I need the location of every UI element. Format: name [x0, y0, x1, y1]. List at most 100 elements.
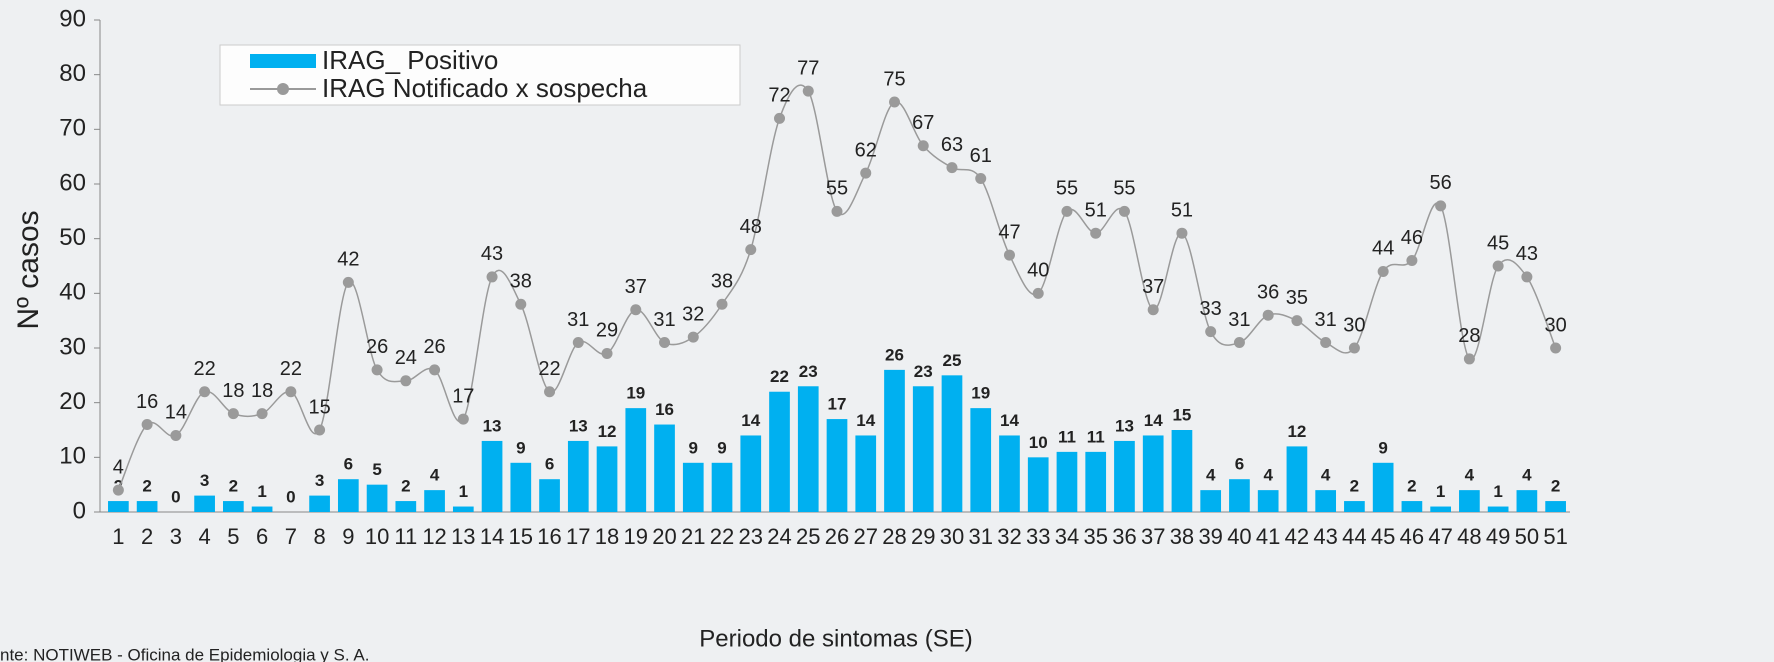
line-marker	[889, 97, 900, 108]
line-value-label: 45	[1487, 232, 1509, 254]
line-value-label: 26	[423, 336, 445, 358]
bar-value-label: 4	[430, 466, 440, 485]
bar-value-label: 11	[1058, 427, 1076, 446]
bar-value-label: 17	[828, 395, 847, 414]
line-marker	[515, 299, 526, 310]
bar	[1287, 446, 1308, 512]
x-tick-label: 26	[825, 524, 849, 549]
bar-value-label: 2	[1407, 477, 1416, 496]
bar	[740, 435, 761, 512]
bar-value-label: 6	[344, 455, 353, 474]
line-value-label: 51	[1085, 199, 1107, 221]
bar-value-label: 1	[1436, 482, 1445, 501]
line-value-label: 62	[855, 139, 877, 161]
x-tick-label: 28	[882, 524, 906, 549]
bar	[108, 501, 129, 512]
bar	[1057, 452, 1078, 512]
line-marker	[774, 113, 785, 124]
bar-value-label: 23	[914, 362, 933, 381]
x-tick-label: 25	[796, 524, 820, 549]
line-value-label: 22	[280, 358, 302, 380]
line-marker	[659, 337, 670, 348]
bar-value-label: 2	[401, 477, 410, 496]
bar-value-label: 14	[1000, 411, 1019, 430]
line-value-label: 33	[1200, 298, 1222, 320]
line-value-label: 36	[1257, 281, 1279, 303]
bar-value-label: 4	[1263, 466, 1273, 485]
line-value-label: 38	[510, 271, 532, 293]
bar-value-label: 3	[315, 471, 324, 490]
line-value-label: 22	[538, 358, 560, 380]
line-value-label: 29	[596, 320, 618, 342]
bar	[654, 425, 675, 512]
line-marker	[1464, 353, 1475, 364]
bar-value-label: 14	[1144, 411, 1163, 430]
x-tick-label: 30	[940, 524, 964, 549]
line-marker	[1148, 304, 1159, 315]
line-marker	[257, 408, 268, 419]
line-marker	[803, 86, 814, 97]
bar	[1258, 490, 1279, 512]
line-marker	[1119, 206, 1130, 217]
bar-value-label: 4	[1465, 466, 1475, 485]
line-value-label: 56	[1430, 172, 1452, 194]
line-marker	[1349, 343, 1360, 354]
legend-swatch-bar	[250, 54, 316, 68]
line-marker	[745, 244, 756, 255]
line-marker	[199, 386, 210, 397]
x-tick-label: 1	[112, 524, 124, 549]
bar-value-label: 15	[1172, 405, 1191, 424]
bar	[223, 501, 244, 512]
line-value-label: 24	[395, 347, 417, 369]
line-marker	[487, 271, 498, 282]
line-value-label: 67	[912, 112, 934, 134]
x-tick-label: 16	[537, 524, 561, 549]
line-marker	[1234, 337, 1245, 348]
bar	[884, 370, 905, 512]
line-marker	[832, 206, 843, 217]
bar	[942, 375, 963, 512]
line-marker	[1550, 343, 1561, 354]
bar-value-label: 14	[741, 411, 760, 430]
line-marker	[1320, 337, 1331, 348]
x-tick-label: 5	[227, 524, 239, 549]
line-value-label: 14	[165, 402, 187, 424]
x-axis-title: Periodo de sintomas (SE)	[699, 625, 972, 652]
line-marker	[860, 168, 871, 179]
line-value-label: 75	[883, 68, 905, 90]
line-value-label: 40	[1027, 260, 1049, 282]
bar-value-label: 3	[200, 471, 209, 490]
line-value-label: 48	[740, 216, 762, 238]
x-tick-label: 34	[1055, 524, 1079, 549]
line-value-label: 42	[337, 249, 359, 271]
y-tick-label: 20	[59, 388, 86, 415]
legend-label: IRAG Notificado x sospecha	[322, 73, 648, 103]
line-marker	[113, 485, 124, 496]
x-tick-label: 24	[767, 524, 791, 549]
x-tick-label: 36	[1112, 524, 1136, 549]
x-tick-label: 29	[911, 524, 935, 549]
line-value-label: 46	[1401, 227, 1423, 249]
x-tick-label: 49	[1486, 524, 1510, 549]
y-tick-label: 70	[59, 115, 86, 142]
bar-value-label: 23	[799, 362, 818, 381]
line-value-label: 77	[797, 57, 819, 79]
line-marker	[717, 299, 728, 310]
bar	[1143, 435, 1164, 512]
bar-value-label: 6	[1235, 455, 1244, 474]
y-tick-label: 90	[59, 5, 86, 32]
x-tick-label: 44	[1342, 524, 1366, 549]
line-value-label: 51	[1171, 199, 1193, 221]
line-value-label: 38	[711, 271, 733, 293]
line-value-label: 17	[452, 385, 474, 407]
bar-value-label: 6	[545, 455, 554, 474]
line-value-label: 55	[1113, 178, 1135, 200]
bar	[1488, 507, 1509, 512]
line-value-label: 30	[1343, 314, 1365, 336]
x-tick-label: 11	[394, 524, 417, 549]
line-marker	[1493, 261, 1504, 272]
legend-marker	[277, 83, 289, 95]
bar-value-label: 5	[372, 460, 381, 479]
x-tick-label: 13	[451, 524, 475, 549]
y-tick-label: 0	[73, 497, 86, 524]
